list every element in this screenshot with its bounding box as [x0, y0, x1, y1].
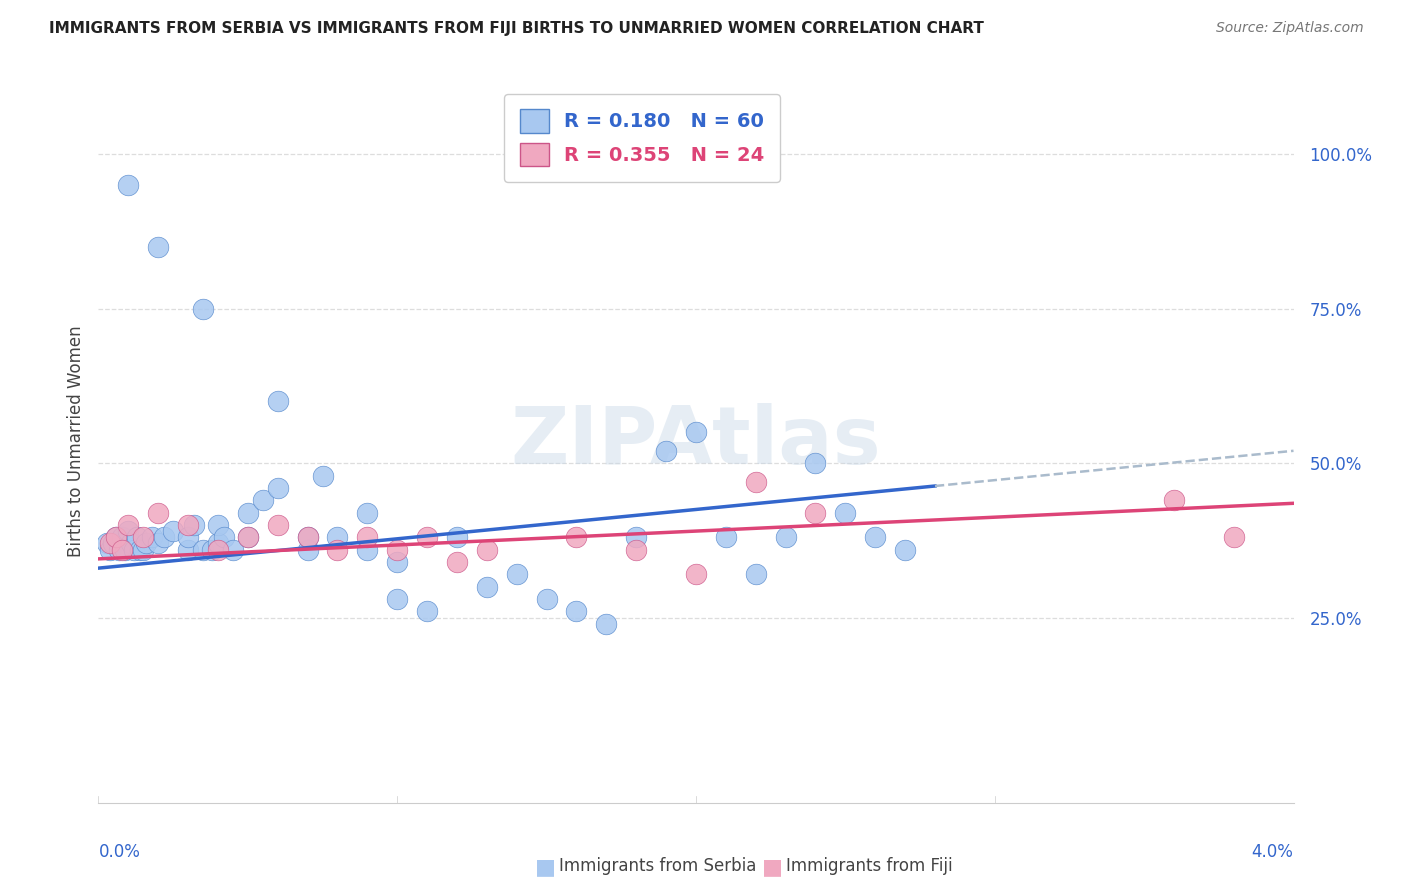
Point	[267, 394, 290, 409]
Point	[207, 517, 229, 532]
Point	[207, 542, 229, 557]
Point	[804, 456, 827, 470]
Text: ■: ■	[534, 857, 555, 877]
Point	[297, 542, 319, 557]
Point	[475, 542, 498, 557]
Point	[148, 240, 170, 254]
Point	[804, 506, 827, 520]
Point	[212, 530, 235, 544]
Point	[129, 542, 152, 557]
Point	[1223, 530, 1246, 544]
Point	[626, 542, 648, 557]
Text: Source: ZipAtlas.com: Source: ZipAtlas.com	[1216, 21, 1364, 35]
Point	[117, 517, 139, 532]
Point	[894, 542, 917, 557]
Point	[506, 567, 529, 582]
Point	[565, 530, 588, 544]
Point	[108, 542, 131, 557]
Point	[745, 567, 768, 582]
Legend: R = 0.180   N = 60, R = 0.355   N = 24: R = 0.180 N = 60, R = 0.355 N = 24	[505, 94, 780, 182]
Point	[153, 530, 176, 544]
Point	[132, 530, 155, 544]
Point	[536, 592, 558, 607]
Point	[475, 580, 498, 594]
Point	[565, 604, 588, 618]
Point	[297, 530, 319, 544]
Point	[685, 425, 707, 440]
Point	[236, 530, 259, 544]
Point	[98, 542, 122, 557]
Point	[127, 530, 149, 544]
Point	[311, 468, 333, 483]
Point	[105, 530, 128, 544]
Point	[132, 542, 155, 557]
Point	[416, 604, 439, 618]
Point	[162, 524, 184, 538]
Point	[385, 542, 409, 557]
Point	[385, 555, 409, 569]
Point	[98, 536, 122, 550]
Point	[385, 592, 409, 607]
Point	[267, 481, 290, 495]
Point	[446, 530, 468, 544]
Point	[714, 530, 737, 544]
Point	[252, 493, 274, 508]
Point	[191, 301, 214, 316]
Text: ZIPAtlas: ZIPAtlas	[510, 402, 882, 481]
Point	[141, 530, 163, 544]
Point	[105, 530, 128, 544]
Point	[297, 530, 319, 544]
Point	[267, 517, 290, 532]
Text: Immigrants from Serbia: Immigrants from Serbia	[558, 857, 756, 875]
Point	[236, 530, 259, 544]
Text: 0.0%: 0.0%	[98, 843, 141, 861]
Point	[446, 555, 468, 569]
Point	[655, 443, 678, 458]
Text: 4.0%: 4.0%	[1251, 843, 1294, 861]
Point	[865, 530, 887, 544]
Y-axis label: Births to Unmarried Women: Births to Unmarried Women	[66, 326, 84, 558]
Point	[177, 517, 200, 532]
Point	[191, 542, 214, 557]
Point	[775, 530, 797, 544]
Point	[595, 616, 617, 631]
Text: IMMIGRANTS FROM SERBIA VS IMMIGRANTS FROM FIJI BIRTHS TO UNMARRIED WOMEN CORRELA: IMMIGRANTS FROM SERBIA VS IMMIGRANTS FRO…	[49, 21, 984, 36]
Point	[111, 530, 134, 544]
Point	[834, 506, 856, 520]
Text: ■: ■	[762, 857, 783, 877]
Text: Immigrants from Fiji: Immigrants from Fiji	[786, 857, 952, 875]
Point	[120, 536, 142, 550]
Point	[356, 530, 378, 544]
Point	[201, 542, 224, 557]
Point	[177, 530, 200, 544]
Point	[416, 530, 439, 544]
Point	[236, 506, 259, 520]
Point	[148, 506, 170, 520]
Point	[1163, 493, 1185, 508]
Point	[111, 542, 134, 557]
Point	[124, 542, 146, 557]
Point	[183, 517, 205, 532]
Point	[745, 475, 768, 489]
Point	[222, 542, 245, 557]
Point	[685, 567, 707, 582]
Point	[356, 506, 378, 520]
Point	[148, 536, 170, 550]
Point	[177, 542, 200, 557]
Point	[117, 178, 139, 193]
Point	[103, 536, 125, 550]
Point	[114, 542, 136, 557]
Point	[326, 530, 349, 544]
Point	[207, 536, 229, 550]
Point	[135, 536, 157, 550]
Point	[326, 542, 349, 557]
Point	[117, 524, 139, 538]
Point	[626, 530, 648, 544]
Point	[96, 536, 118, 550]
Point	[356, 542, 378, 557]
